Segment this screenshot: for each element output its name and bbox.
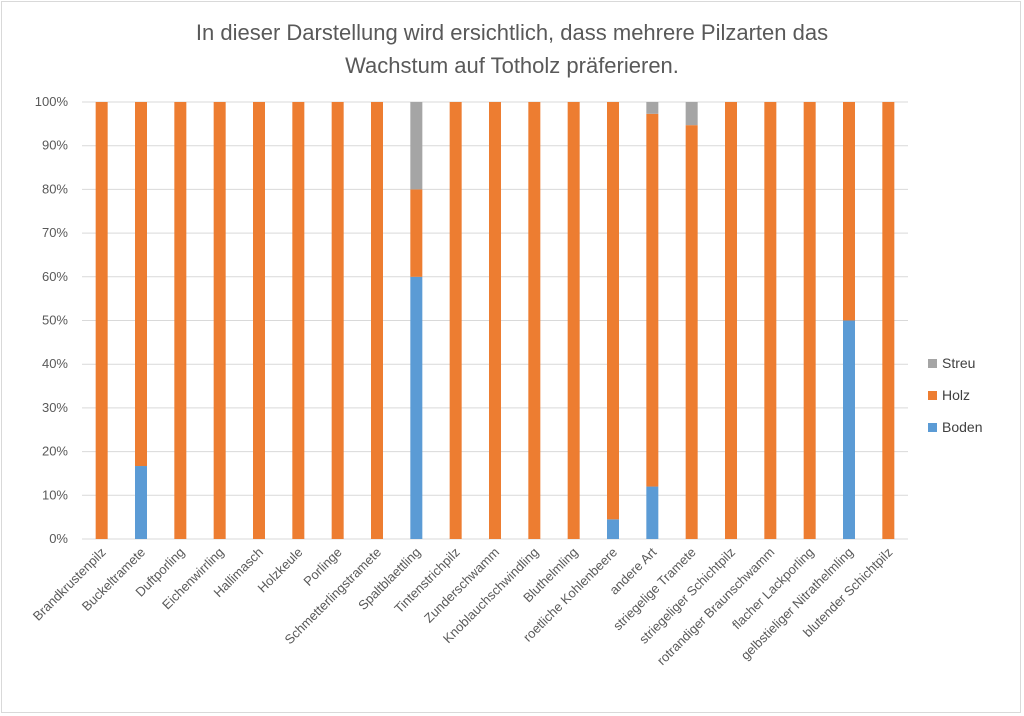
y-tick-label: 100% — [35, 94, 69, 109]
bar-segment-boden — [607, 519, 619, 539]
bar-segment-holz — [725, 102, 737, 539]
y-tick-label: 60% — [42, 269, 68, 284]
legend-label-streu: Streu — [942, 355, 975, 371]
bar-segment-holz — [489, 102, 501, 539]
bar-segment-holz — [803, 102, 816, 539]
y-tick-label: 70% — [42, 225, 68, 240]
y-tick-label: 40% — [42, 356, 68, 371]
bar-segment-holz — [607, 102, 619, 520]
legend-swatch-holz — [928, 391, 937, 400]
y-tick-label: 50% — [42, 313, 68, 328]
y-tick-label: 90% — [42, 138, 68, 153]
bar-segment-holz — [292, 102, 305, 539]
bar-segment-holz — [174, 102, 187, 539]
bar-segment-holz — [253, 102, 265, 539]
bar-segment-holz — [764, 102, 777, 539]
bar-segment-holz — [410, 189, 423, 277]
bar-segment-holz — [95, 102, 108, 539]
y-tick-label: 30% — [42, 400, 68, 415]
bar-segment-boden — [410, 276, 423, 539]
bar-segment-boden — [646, 486, 659, 539]
legend-label-holz: Holz — [942, 387, 970, 403]
chart-title-line-1: In dieser Darstellung wird ersichtlich, … — [196, 20, 828, 45]
bar-segment-holz — [843, 102, 855, 321]
bar-segment-holz — [685, 125, 698, 539]
bar-segment-holz — [567, 102, 580, 539]
legend-swatch-boden — [928, 423, 937, 432]
bar-segment-streu — [410, 102, 423, 190]
bar-segment-boden — [843, 320, 855, 539]
bar-segment-holz — [371, 102, 383, 539]
y-tick-label: 20% — [42, 444, 68, 459]
bar-segment-holz — [213, 102, 226, 539]
chart-title-line-2: Wachstum auf Totholz präferieren. — [345, 53, 679, 78]
x-axis-ticks: BrandkrustenpilzBuckeltrameteDuftporling… — [30, 544, 896, 668]
legend-label-boden: Boden — [942, 419, 982, 435]
bar-segment-boden — [135, 466, 147, 539]
chart-title: In dieser Darstellung wird ersichtlich, … — [196, 20, 828, 78]
bar-segment-holz — [135, 102, 147, 467]
bar-segment-streu — [685, 102, 698, 126]
legend: Streu Holz Boden — [928, 355, 982, 435]
legend-swatch-streu — [928, 359, 937, 368]
y-tick-label: 80% — [42, 181, 68, 196]
bar-segment-holz — [646, 113, 659, 487]
bar-segment-holz — [331, 102, 344, 539]
bar-segment-holz — [882, 102, 895, 539]
bars — [95, 102, 895, 539]
bar-segment-streu — [646, 102, 659, 114]
y-tick-label: 10% — [42, 487, 68, 502]
bar-segment-holz — [449, 102, 462, 539]
y-axis-ticks: 0% 10% 20% 30% 40% 50% 60% 70% 80% 90% 100% — [35, 94, 69, 546]
y-tick-label: 0% — [49, 531, 68, 546]
bar-segment-holz — [528, 102, 541, 539]
